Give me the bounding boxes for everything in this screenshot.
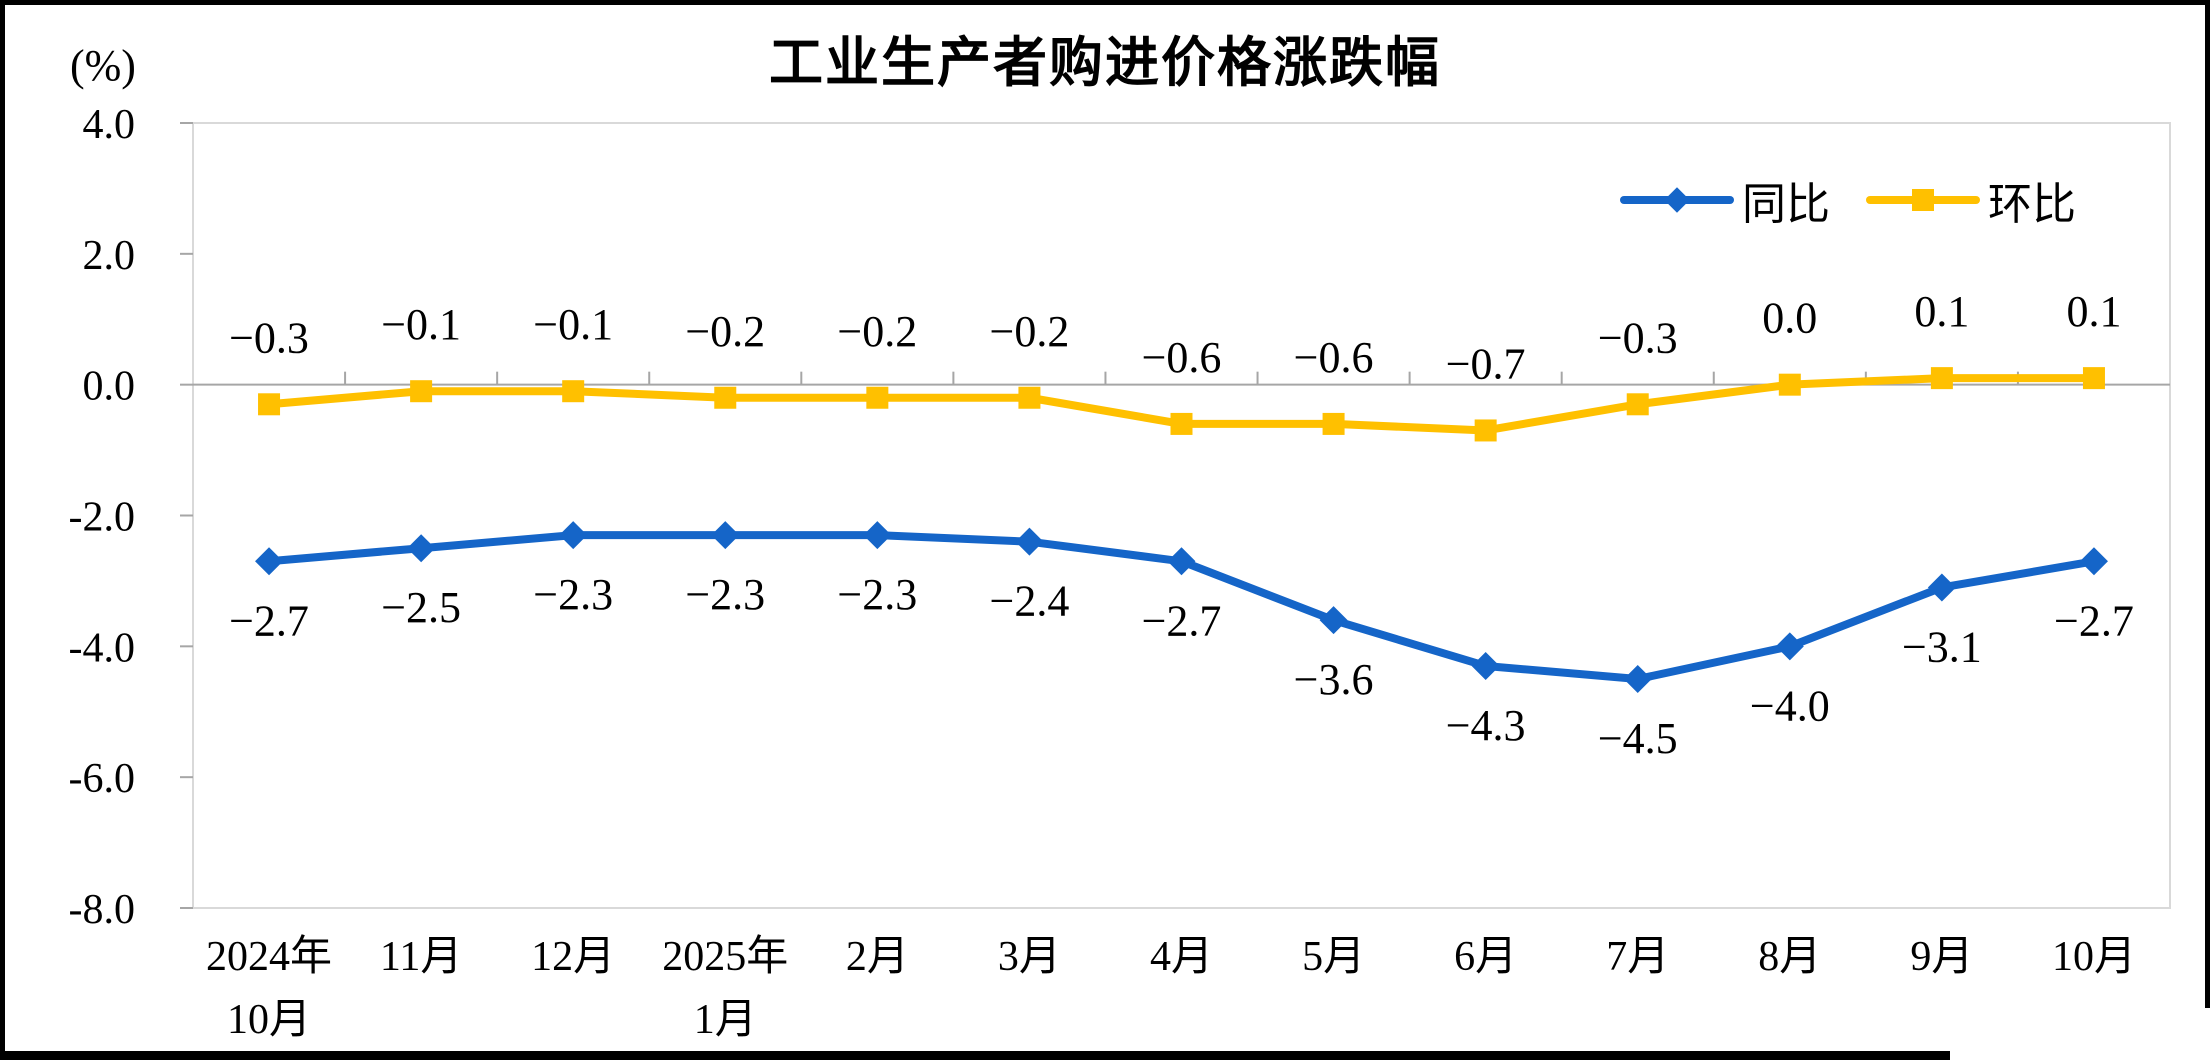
data-label: −2.3: [837, 570, 917, 619]
marker-diamond: [863, 521, 892, 550]
x-axis-label-line2: 10月: [227, 997, 311, 1043]
marker-diamond: [1471, 651, 1500, 680]
marker-diamond: [711, 521, 740, 550]
chart-title: 工业生产者购进价格涨跌幅: [769, 33, 1441, 93]
data-label: −0.2: [685, 307, 765, 356]
marker-square: [1170, 412, 1193, 435]
huanbi-line-square-icon: [1866, 189, 1980, 211]
data-label: −2.5: [381, 583, 461, 632]
diamond-marker-icon: [1664, 187, 1690, 213]
marker-square: [866, 386, 889, 409]
marker-diamond: [1319, 606, 1348, 635]
marker-square: [562, 380, 585, 403]
marker-diamond: [1167, 547, 1196, 576]
data-label: −0.2: [990, 307, 1070, 356]
x-axis-label: 8月: [1758, 934, 1821, 980]
marker-square: [1626, 393, 1649, 416]
marker-diamond: [255, 547, 284, 576]
marker-square: [714, 386, 737, 409]
data-label: 0.0: [1762, 294, 1817, 343]
data-label: −2.3: [533, 570, 613, 619]
marker-square: [1018, 386, 1041, 409]
marker-diamond: [1623, 665, 1652, 694]
marker-square: [258, 393, 281, 416]
x-axis-label-line2: 1月: [694, 997, 757, 1043]
marker-diamond: [559, 521, 588, 550]
x-axis-label: 2025年: [662, 933, 788, 980]
legend-item-tongbi: 同比: [1620, 168, 1830, 232]
marker-square: [1778, 373, 1801, 396]
tongbi-line-diamond-icon: [1620, 187, 1734, 213]
x-axis-label: 5月: [1302, 934, 1365, 980]
marker-square: [1930, 367, 1953, 390]
x-axis-label: 12月: [531, 934, 615, 980]
legend-item-huanbi: 环比: [1866, 168, 2076, 232]
data-label: −0.7: [1446, 339, 1526, 388]
data-label: −3.6: [1294, 655, 1374, 704]
x-axis-label: 9月: [1910, 934, 1973, 980]
data-label: −4.0: [1750, 681, 1830, 730]
x-axis-label: 7月: [1606, 934, 1669, 980]
data-label: −4.3: [1446, 701, 1526, 750]
plot-area-border: [192, 122, 2171, 909]
data-label: −0.2: [837, 307, 917, 356]
data-label: −4.5: [1598, 714, 1678, 763]
frame-border-right: [2205, 0, 2210, 1008]
y-axis-tick-label: -4.0: [69, 625, 136, 671]
data-label: −0.3: [229, 313, 309, 362]
marker-diamond: [407, 534, 436, 563]
data-label: −2.7: [2054, 596, 2134, 645]
y-axis-tick-label: -8.0: [69, 887, 136, 933]
data-label: 0.1: [2066, 287, 2121, 336]
frame-border-bottom: [0, 1051, 1950, 1060]
legend-label-tongbi: 同比: [1742, 180, 1830, 229]
y-axis-unit-label: (%): [70, 41, 136, 90]
frame-border-left: [0, 0, 5, 1060]
data-label: −0.6: [1294, 333, 1374, 382]
data-label: −2.3: [685, 570, 765, 619]
marker-square: [1474, 419, 1497, 442]
data-label: −2.7: [1142, 596, 1222, 645]
data-label: −0.6: [1142, 333, 1222, 382]
y-axis-tick-label: -2.0: [69, 495, 136, 541]
x-axis-label: 2024年: [206, 933, 332, 980]
data-label: −2.7: [229, 596, 309, 645]
data-label: −0.3: [1598, 313, 1678, 362]
x-axis-label: 6月: [1454, 934, 1517, 980]
frame-border-top: [0, 0, 2210, 5]
x-axis-label: 2月: [846, 934, 909, 980]
marker-diamond: [2079, 547, 2108, 576]
data-label: −0.1: [381, 300, 461, 349]
marker-square: [410, 380, 433, 403]
marker-diamond: [1927, 573, 1956, 602]
x-axis-label: 11月: [380, 934, 462, 980]
x-axis-label: 10月: [2052, 934, 2136, 980]
x-axis-label: 4月: [1150, 934, 1213, 980]
chart-legend: 同比 环比: [1620, 172, 2076, 229]
marker-diamond: [1775, 632, 1804, 661]
data-label: 0.1: [1914, 287, 1969, 336]
data-label: −2.4: [990, 577, 1070, 626]
marker-square: [2082, 367, 2105, 390]
data-label: −0.1: [533, 300, 613, 349]
square-marker-icon: [1912, 189, 1934, 211]
marker-square: [1322, 412, 1345, 435]
y-axis-tick-label: 4.0: [83, 102, 136, 148]
data-label: −3.1: [1902, 622, 1982, 671]
y-axis-tick-label: -6.0: [69, 756, 136, 802]
marker-diamond: [1015, 527, 1044, 556]
y-axis-tick-label: 2.0: [83, 233, 136, 279]
x-axis-label: 3月: [998, 934, 1061, 980]
legend-label-huanbi: 环比: [1988, 180, 2076, 229]
y-axis-tick-label: 0.0: [83, 364, 136, 410]
